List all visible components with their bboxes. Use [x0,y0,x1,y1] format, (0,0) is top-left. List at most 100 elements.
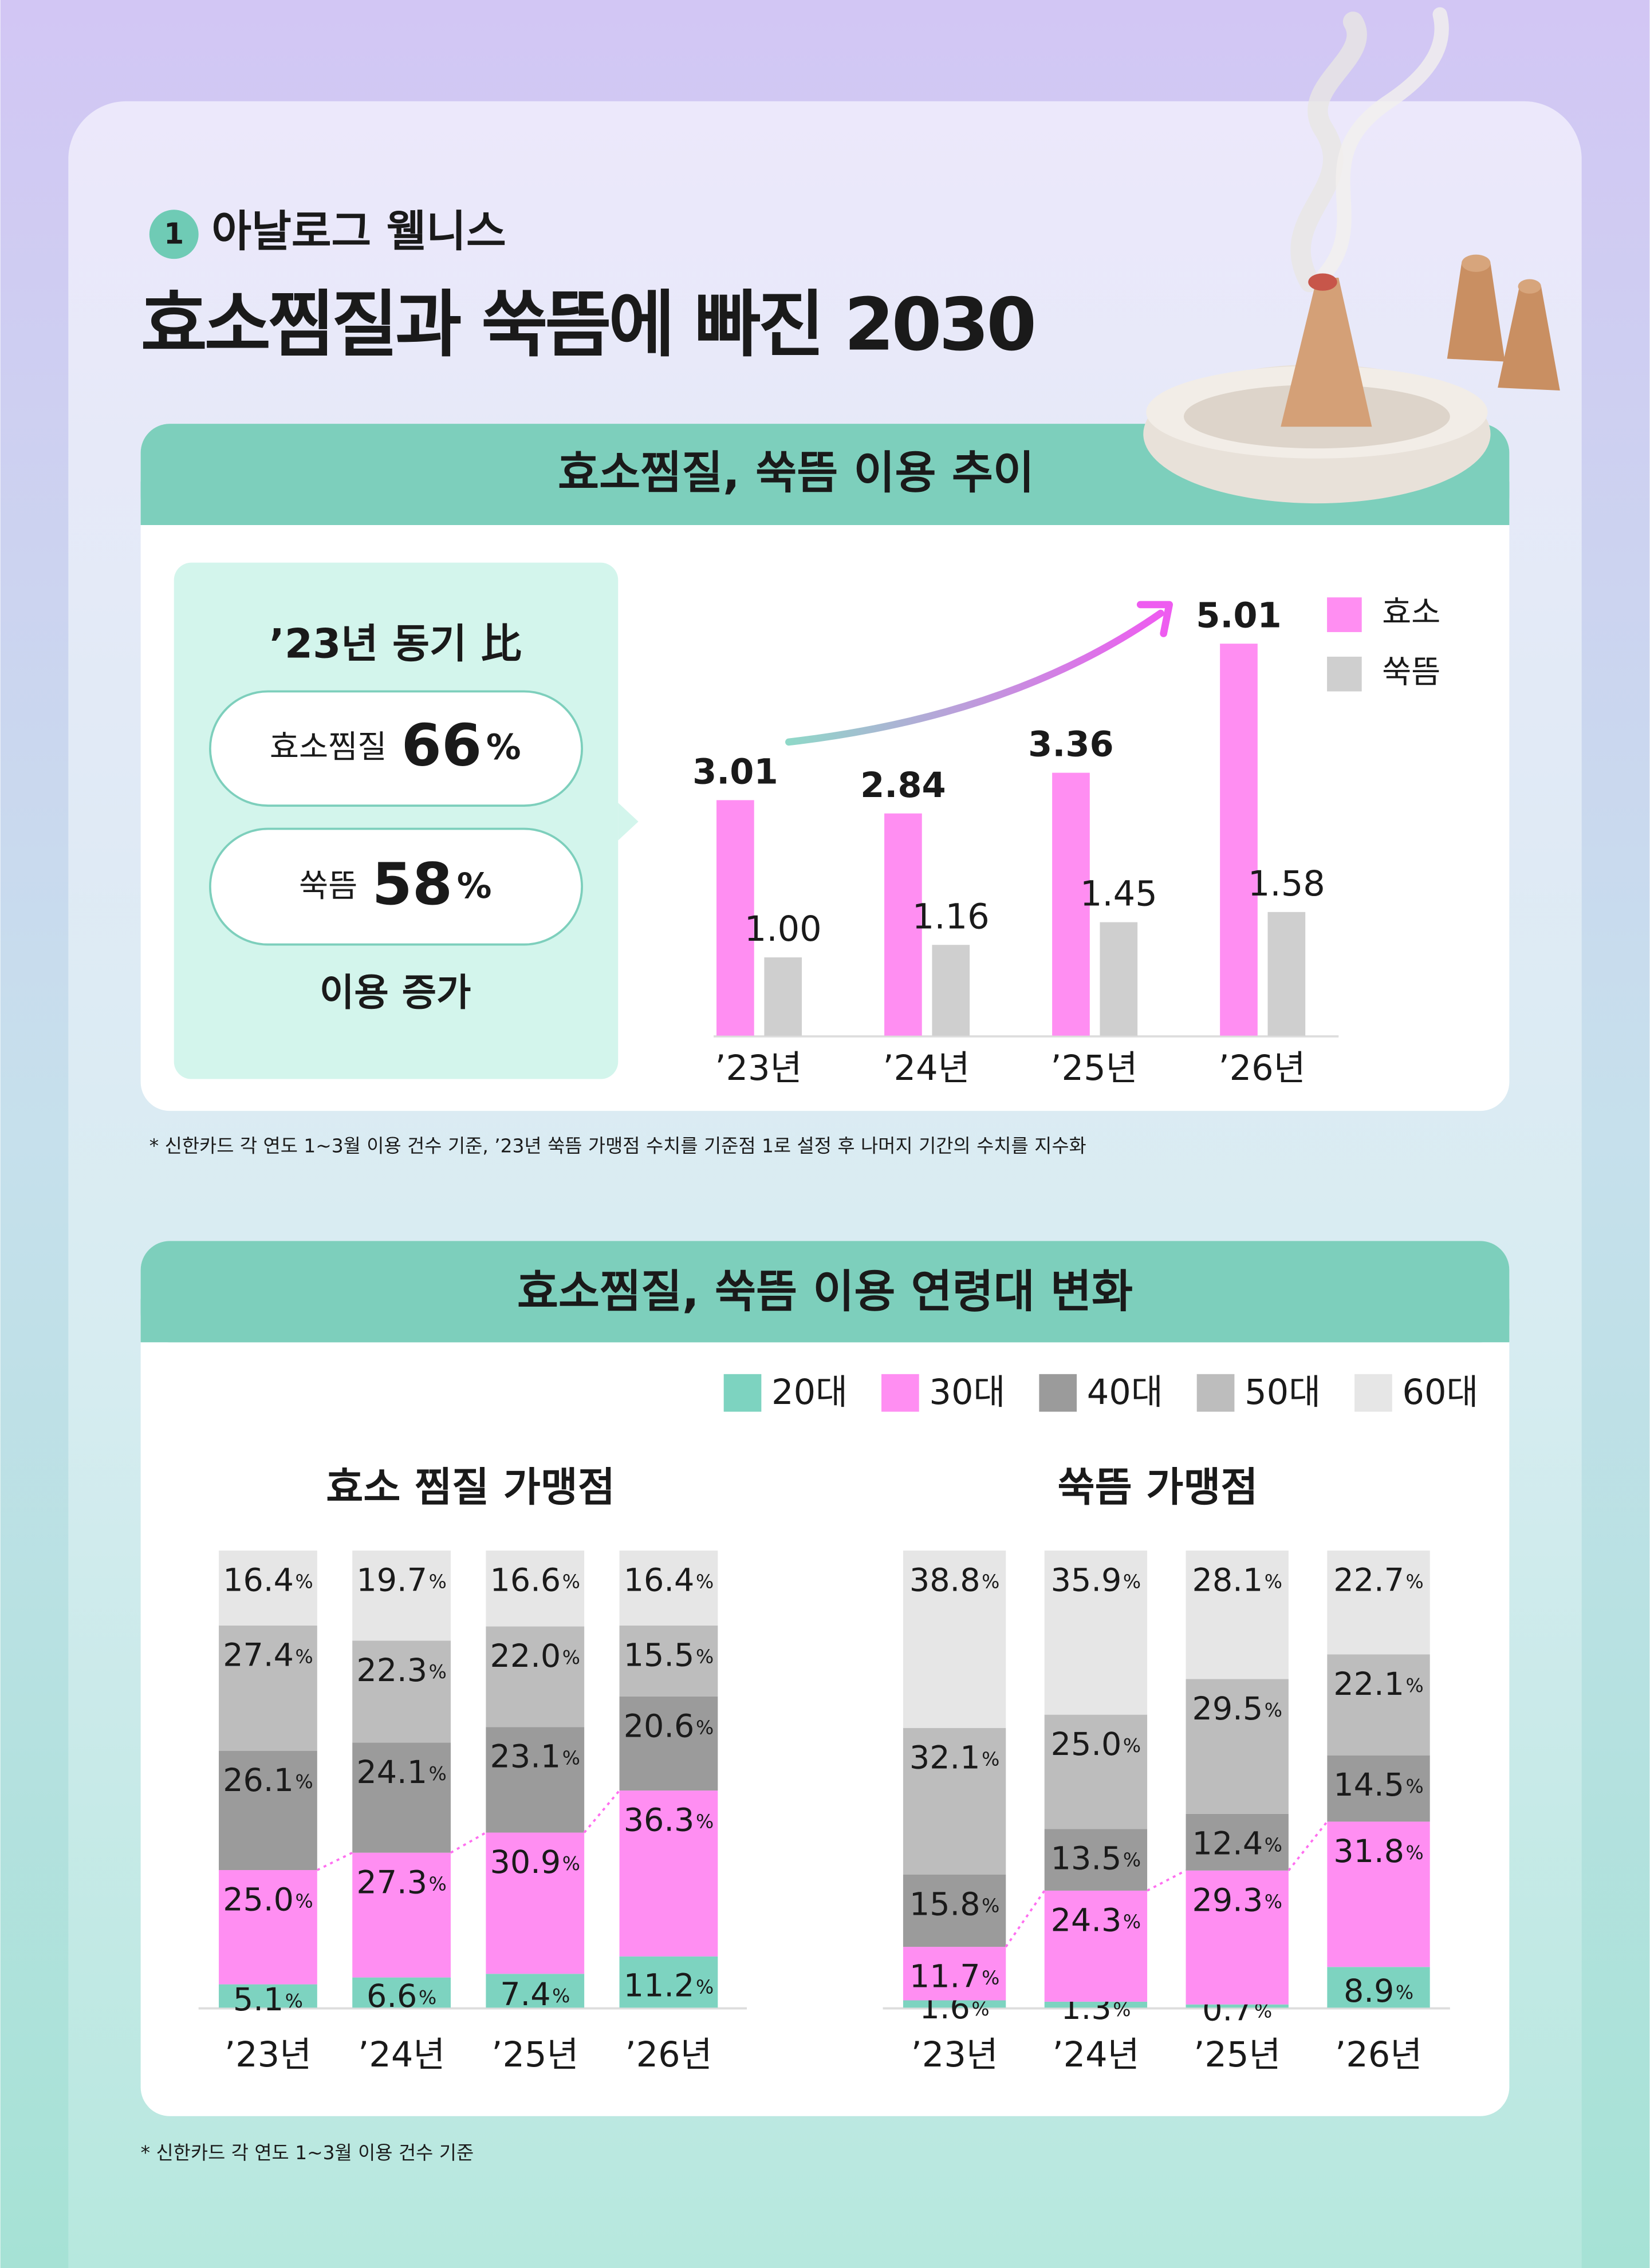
value-number: 35.9 [1051,1562,1122,1599]
incense-decoration [1143,7,1560,504]
value-label: 15.5% [624,1637,714,1674]
bar-segment [619,1551,718,1626]
value-number: 16.4 [223,1562,294,1599]
bar-segment [619,1956,718,2008]
bar-segment [1327,1755,1430,1822]
value-label: 27.3% [356,1864,446,1901]
bar-segment [486,1551,585,1627]
summary-pill [208,827,584,946]
bar-segment [1327,1551,1430,1655]
age-panel [140,1241,1510,2116]
value-unit: % [419,1987,436,2009]
value-unit: % [696,1717,714,1738]
value-number: 8.9 [1344,1973,1394,2010]
value-unit: % [295,1771,313,1793]
bar-segment [1186,1870,1289,2005]
bar-segment [903,1551,1006,1728]
bar-segment [352,1551,451,1641]
x-tick-label: ’24년 [358,2035,445,2075]
value-unit: % [1406,1776,1424,1797]
legend-swatch [1327,656,1362,692]
value-unit: % [429,1660,447,1682]
value-label: 16.4% [223,1562,313,1599]
bar-segment [1044,2001,1148,2008]
legend-label: 쑥뜸 [1382,653,1440,691]
panel-title: 효소찜질, 쑥뜸 이용 추이 [558,447,1034,499]
bar-segment [352,1742,451,1853]
bar [716,800,754,1036]
value-number: 31.8 [1333,1833,1404,1870]
value-unit: % [295,1890,313,1912]
stat-label: 쑥뜸 [299,867,357,905]
value-number: 11.7 [909,1958,980,1995]
bar-segment [1327,1821,1430,1967]
value-label: 7.4% [500,1976,570,2013]
value-unit: % [1265,1699,1282,1721]
summary-footer: 이용 증가 [320,971,471,1015]
legend-label: 40대 [1087,1372,1163,1413]
value-label: 1.16 [912,897,990,937]
value-unit: % [982,1895,999,1916]
bar-segment [219,1625,317,1751]
value-number: 23.1 [490,1738,561,1776]
trend-arrowhead [1136,601,1173,637]
bar-segment [219,1984,317,2008]
value-label: 23.1% [490,1738,580,1776]
value-unit: % [429,1762,447,1784]
legend-label: 50대 [1245,1372,1321,1413]
bar-segment [352,1640,451,1743]
connector [583,1789,620,1833]
value-number: 6.6 [367,1978,417,2015]
bar-segment [219,1750,317,1871]
value-number: 25.0 [1051,1726,1122,1763]
badge-number: 1 [164,216,184,250]
value-number: 5.1 [233,1981,283,2018]
x-tick-label: ’26년 [1335,2035,1422,2075]
value-unit: % [696,1976,714,1998]
summary-stat: 쑥뜸 58% [299,850,491,918]
value-label: 19.7% [356,1562,446,1599]
value-number: 38.8 [909,1562,980,1599]
bar [884,813,922,1036]
value-number: 7.4 [500,1976,550,2013]
value-number: 13.5 [1051,1840,1122,1877]
value-number: 25.0 [223,1882,294,1919]
bar [1267,912,1306,1036]
value-label: 5.1% [233,1981,303,2018]
value-label: 36.3% [624,1802,714,1839]
value-unit: % [696,1646,714,1667]
value-unit: % [1406,1674,1424,1696]
value-label: 11.2% [624,1967,714,2005]
value-unit: % [1265,1834,1282,1856]
value-label: 25.0% [223,1882,313,1919]
bar-segment [1327,1654,1430,1756]
bar-segment [352,1977,451,2008]
stat-value: 58 [372,850,453,918]
bar-segment [1186,1551,1289,1679]
value-number: 27.3 [356,1864,427,1901]
legend-label: 30대 [929,1372,1005,1413]
value-unit: % [1123,1911,1141,1932]
bar-segment [486,1832,585,1974]
value-number: 16.6 [490,1562,561,1599]
bar-segment [1044,1890,1148,2002]
value-label: 15.8% [909,1886,999,1923]
stat-label: 효소찜질 [270,729,387,766]
x-tick-label: ’23년 [715,1048,802,1088]
value-label: 6.6% [367,1978,436,2015]
bar-segment [903,1947,1006,2001]
value-number: 22.3 [356,1652,427,1689]
value-label: 32.1% [909,1739,999,1776]
x-tick-label: ’25년 [1194,2035,1281,2075]
value-number: 24.1 [356,1754,427,1791]
value-unit: % [562,1647,580,1669]
value-label: 3.01 [692,752,778,792]
value-label: 22.3% [356,1652,446,1689]
value-unit: % [1113,1999,1131,2021]
value-label: 5.01 [1196,595,1282,636]
page-title: 효소찜질과 쑥뜸에 빠진 2030 [141,283,1034,367]
value-number: 29.5 [1192,1690,1263,1727]
value-number: 14.5 [1333,1766,1404,1804]
bar-segment [903,1874,1006,1947]
stat-unit: % [486,727,521,767]
